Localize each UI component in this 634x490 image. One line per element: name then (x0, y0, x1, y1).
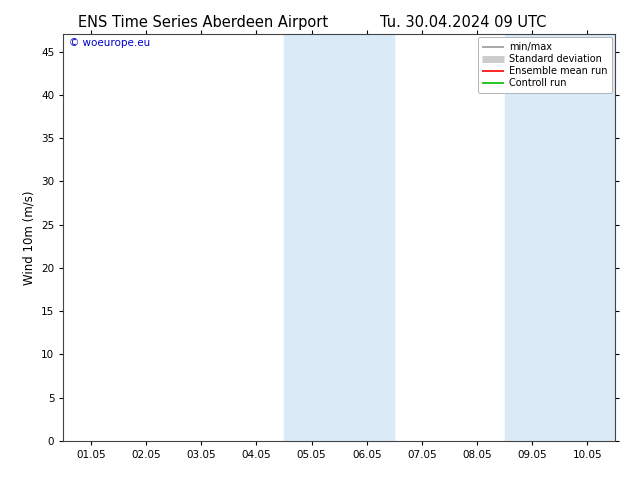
Bar (284, 34, 394, 441)
Text: ENS Time Series Aberdeen Airport: ENS Time Series Aberdeen Airport (78, 15, 328, 30)
Text: © woeurope.eu: © woeurope.eu (69, 38, 150, 49)
Text: Tu. 30.04.2024 09 UTC: Tu. 30.04.2024 09 UTC (380, 15, 546, 30)
Bar (505, 34, 615, 441)
Y-axis label: Wind 10m (m/s): Wind 10m (m/s) (23, 191, 36, 285)
Legend: min/max, Standard deviation, Ensemble mean run, Controll run: min/max, Standard deviation, Ensemble me… (477, 37, 612, 93)
